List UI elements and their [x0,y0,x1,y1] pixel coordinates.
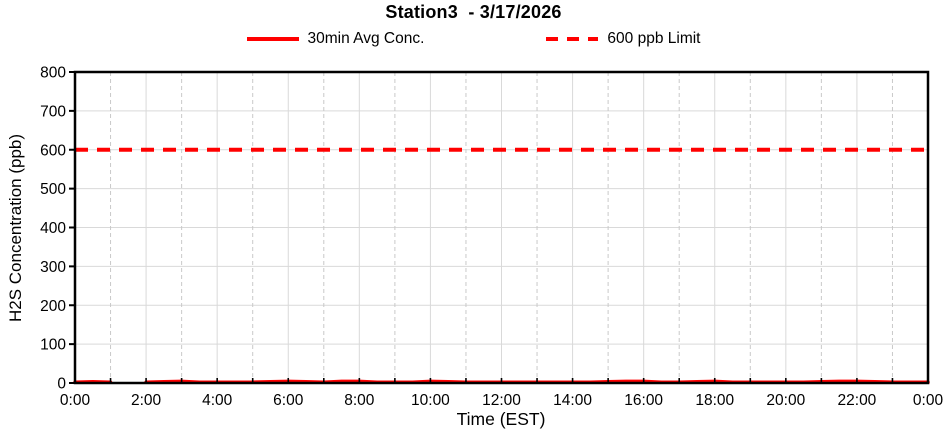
x-axis-title: Time (EST) [456,409,546,429]
svg-text:4:00: 4:00 [202,392,233,409]
chart-title: Station3 - 3/17/2026 [385,2,562,22]
svg-text:500: 500 [40,181,66,198]
y-tick-labels: 0 100 200 300 400 500 600 700 800 [40,65,66,393]
tick-marks [69,71,929,384]
svg-text:400: 400 [40,220,66,237]
solid-line-swatch-icon [246,37,299,41]
svg-text:18:00: 18:00 [695,392,734,409]
svg-text:0:00: 0:00 [60,392,91,409]
legend-label-avg: 30min Avg Conc. [307,30,425,47]
legend: 30min Avg Conc. 600 ppb Limit [0,30,947,48]
svg-text:0: 0 [57,376,66,393]
svg-text:22:00: 22:00 [838,392,877,409]
dashed-line-swatch-icon [546,37,599,41]
svg-text:300: 300 [40,259,66,276]
gridlines [75,72,928,383]
svg-text:200: 200 [40,298,66,315]
svg-text:14:00: 14:00 [553,392,592,409]
svg-text:6:00: 6:00 [273,392,304,409]
y-axis-title: H2S Concentration (ppb) [6,133,25,323]
legend-item-limit: 600 ppb Limit [546,30,700,48]
legend-item-avg: 30min Avg Conc. [246,30,425,48]
legend-label-limit: 600 ppb Limit [607,30,701,47]
svg-text:800: 800 [40,65,66,82]
svg-text:10:00: 10:00 [411,392,450,409]
x-tick-labels: 0:00 2:00 4:00 6:00 8:00 10:00 12:00 14:00 16:00… [60,392,944,409]
svg-text:2:00: 2:00 [131,392,162,409]
svg-text:20:00: 20:00 [766,392,805,409]
svg-text:0:00: 0:00 [913,392,944,409]
svg-text:600: 600 [40,142,66,159]
svg-text:700: 700 [40,103,66,120]
svg-text:100: 100 [40,337,66,354]
svg-text:12:00: 12:00 [482,392,521,409]
svg-text:16:00: 16:00 [624,392,663,409]
svg-text:8:00: 8:00 [344,392,375,409]
